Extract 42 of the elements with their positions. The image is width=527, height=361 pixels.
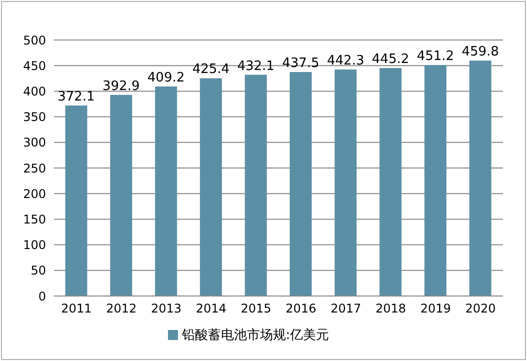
y-tick-label: 400 [23, 84, 46, 98]
y-tick-label: 450 [23, 58, 46, 73]
data-label: 372.1 [58, 89, 95, 104]
x-tick-label: 2011 [61, 302, 92, 316]
x-tick-label: 2017 [330, 302, 362, 316]
y-tick-label: 250 [23, 161, 46, 176]
bar [244, 74, 267, 296]
bar [380, 68, 402, 296]
data-label: 432.1 [237, 58, 274, 74]
x-tick-label: 2019 [420, 302, 451, 316]
x-tick-label: 2012 [106, 302, 137, 316]
data-label: 425.4 [192, 62, 230, 78]
bar [110, 94, 132, 296]
y-tick-label: 150 [23, 212, 46, 226]
bar [200, 78, 222, 296]
y-tick-label: 200 [23, 186, 46, 201]
bar [290, 72, 312, 296]
data-label: 409.2 [147, 70, 185, 86]
x-tick-label: 2014 [196, 302, 226, 316]
x-tick-label: 2020 [465, 302, 496, 316]
y-tick-label: 300 [23, 136, 46, 150]
y-tick-label: 500 [23, 33, 46, 48]
y-tick-label: 50 [30, 264, 46, 278]
bar [155, 86, 178, 296]
bar [65, 105, 88, 296]
data-label: 445.2 [372, 52, 410, 68]
bar [424, 64, 446, 296]
data-label: 437.5 [282, 56, 320, 71]
bar [469, 60, 492, 296]
x-tick-label: 2018 [375, 302, 406, 316]
data-label: 451.2 [416, 48, 454, 64]
data-label: 392.9 [102, 78, 140, 94]
data-label: 442.3 [327, 54, 364, 69]
x-tick-label: 2013 [150, 302, 182, 316]
x-tick-label: 2016 [286, 302, 316, 316]
data-label: 459.8 [462, 44, 499, 60]
bar [334, 70, 357, 296]
x-tick-label: 2015 [240, 302, 272, 316]
y-tick-label: 0 [38, 289, 46, 304]
legend-label: 铅酸蓄电池市场规:亿美元 [182, 328, 330, 343]
y-tick-label: 350 [23, 110, 46, 124]
y-tick-label: 100 [23, 238, 46, 252]
